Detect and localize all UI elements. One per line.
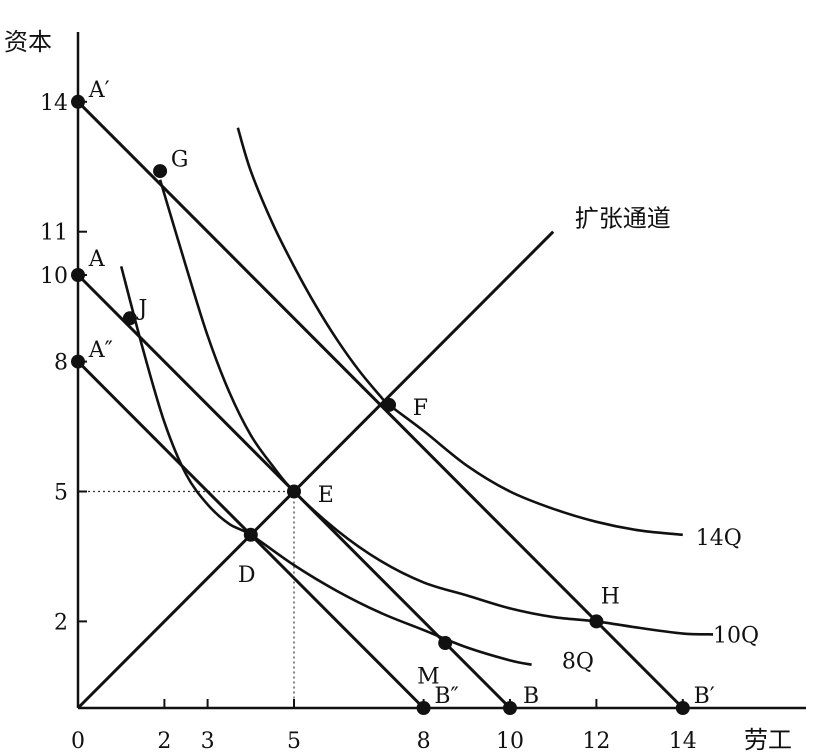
point-marker: [287, 484, 301, 499]
point-label: F: [413, 396, 428, 421]
x-tick-label: 12: [582, 729, 610, 754]
point-marker: [416, 701, 431, 715]
x-tick-label: 10: [496, 729, 524, 754]
point-label: B′: [694, 684, 715, 709]
point-marker: [71, 268, 85, 282]
point-marker: [438, 636, 453, 651]
y-tick-label: 10: [40, 264, 68, 289]
labeled-points: A′ A A″ G J F E D H MB″ B B′: [71, 78, 715, 715]
axis-ticks: 0 2 3 5 8 10 12 14 2 5 8 10 11 14: [40, 91, 697, 754]
point-marker: [71, 354, 85, 369]
point-label: B″: [434, 684, 458, 709]
point-marker: [153, 164, 168, 179]
point-marker: [122, 311, 137, 326]
point-label: E: [318, 483, 334, 508]
point-label: M: [417, 665, 440, 690]
isoquant-curve: [158, 179, 714, 636]
x-tick-label: 0: [71, 729, 85, 754]
point-marker: [503, 701, 517, 715]
y-tick-label: 8: [54, 351, 68, 376]
x-tick-label: 8: [417, 729, 431, 754]
y-axis-label: 资本: [4, 28, 52, 56]
isoquant-label: 10Q: [713, 623, 759, 648]
point-label: A′: [88, 78, 110, 103]
point-marker: [382, 397, 397, 412]
point-marker: [71, 94, 85, 109]
point-label: B: [523, 684, 539, 709]
isoquant-curve: [236, 127, 683, 537]
x-axis-label: 劳工: [744, 726, 792, 754]
isoquant-label: 14Q: [696, 526, 742, 551]
point-marker: [589, 614, 604, 629]
isoquant-label: 8Q: [562, 649, 594, 674]
point-label: A: [88, 247, 106, 272]
point-marker: [243, 527, 258, 542]
point-label: J: [136, 297, 147, 322]
axes: [76, 32, 806, 710]
expansion-path-line: [76, 230, 555, 710]
expansion-path-group: 扩张通道: [76, 205, 671, 710]
point-label: H: [601, 585, 620, 610]
y-tick-label: 11: [40, 221, 68, 246]
point-label: D: [238, 563, 256, 588]
y-tick-label: 5: [54, 481, 68, 506]
x-tick-label: 2: [157, 729, 171, 754]
point-label: A″: [88, 338, 113, 363]
y-tick-label: 2: [54, 610, 68, 635]
x-tick-label: 5: [287, 729, 301, 754]
isoquant-curve: [119, 266, 532, 666]
y-tick-label: 14: [40, 91, 68, 116]
guide-lines: [78, 490, 295, 708]
expansion-path-label: 扩张通道: [575, 205, 671, 233]
point-label: G: [171, 147, 189, 172]
point-marker: [675, 701, 690, 715]
x-tick-label: 3: [201, 729, 215, 754]
x-tick-label: 14: [669, 729, 697, 754]
